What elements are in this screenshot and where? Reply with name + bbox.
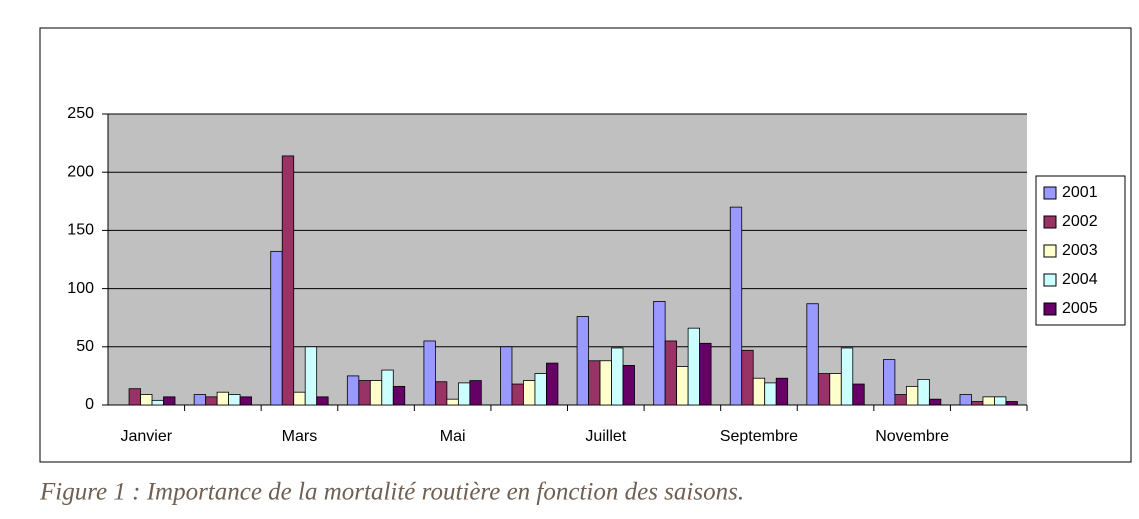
- bar: [806, 303, 819, 406]
- legend-label: 2004: [1062, 271, 1098, 288]
- bar: [523, 380, 536, 406]
- bar: [905, 385, 919, 406]
- x-tick-label: Mars: [282, 428, 318, 445]
- bar: [775, 377, 789, 406]
- bar: [281, 155, 295, 406]
- bar: [982, 396, 995, 406]
- bar: [228, 394, 241, 406]
- bar: [205, 396, 218, 406]
- legend-label: 2003: [1062, 242, 1098, 259]
- y-tick-label: 100: [67, 280, 94, 297]
- bar: [1005, 401, 1018, 406]
- bar: [928, 398, 942, 406]
- bar: [128, 388, 141, 406]
- bar: [588, 360, 601, 406]
- bar: [687, 327, 701, 406]
- bar: [971, 401, 984, 406]
- bar: [163, 396, 176, 406]
- bar: [434, 381, 448, 406]
- y-tick-label: 150: [67, 222, 94, 239]
- bar: [358, 380, 371, 406]
- bar: [752, 377, 766, 406]
- bar: [622, 365, 635, 406]
- bar: [829, 373, 842, 406]
- bar: [446, 398, 459, 406]
- x-tick-label: Septembre: [720, 428, 798, 445]
- legend-swatch: [1043, 273, 1057, 287]
- bar: [369, 380, 383, 406]
- y-tick-label: 50: [76, 338, 94, 355]
- bar: [500, 346, 513, 406]
- bar: [457, 382, 471, 406]
- bar: [293, 391, 306, 406]
- bar: [392, 385, 406, 406]
- bar: [511, 383, 524, 406]
- bar: [917, 378, 930, 406]
- bar: [346, 375, 360, 406]
- bar: [316, 396, 329, 406]
- bar: [599, 360, 612, 406]
- plot-area: [108, 114, 1027, 405]
- bar: [852, 383, 865, 406]
- x-tick-label: Mai: [440, 428, 466, 445]
- bar: [381, 369, 394, 406]
- bar: [817, 373, 831, 406]
- bar: [534, 373, 547, 406]
- bar: [676, 366, 689, 406]
- legend-label: 2001: [1062, 184, 1098, 201]
- caption: Figure 1 : Importance de la mortalité ro…: [39, 479, 744, 506]
- bar: [729, 206, 743, 406]
- x-tick-label: Novembre: [875, 428, 949, 445]
- bar: [840, 347, 854, 406]
- bar: [959, 394, 972, 406]
- legend-label: 2002: [1062, 213, 1098, 230]
- bar: [664, 340, 678, 406]
- bar: [423, 340, 436, 406]
- legend-swatch: [1043, 186, 1057, 200]
- bar: [151, 399, 164, 406]
- legend-label: 2005: [1062, 300, 1098, 317]
- bar: [741, 349, 754, 406]
- bar: [764, 382, 777, 406]
- legend-swatch: [1043, 215, 1057, 229]
- x-tick-label: Janvier: [121, 428, 173, 445]
- bar: [216, 391, 230, 406]
- bar: [239, 396, 252, 406]
- bar: [653, 301, 666, 406]
- bar: [304, 346, 318, 406]
- bar: [140, 394, 153, 406]
- legend-swatch: [1043, 244, 1057, 258]
- bar: [469, 380, 482, 406]
- bar: [883, 359, 896, 406]
- y-tick-label: 0: [85, 396, 94, 413]
- bar: [894, 394, 907, 406]
- bar: [576, 316, 589, 406]
- y-tick-label: 250: [67, 105, 94, 122]
- legend-swatch: [1043, 302, 1057, 316]
- bar: [270, 250, 283, 406]
- bar: [193, 394, 207, 406]
- bar: [699, 342, 712, 406]
- y-tick-label: 200: [67, 163, 94, 180]
- bar: [546, 362, 559, 406]
- x-tick-label: Juillet: [585, 428, 626, 445]
- bar: [611, 347, 624, 406]
- bar: [994, 396, 1007, 406]
